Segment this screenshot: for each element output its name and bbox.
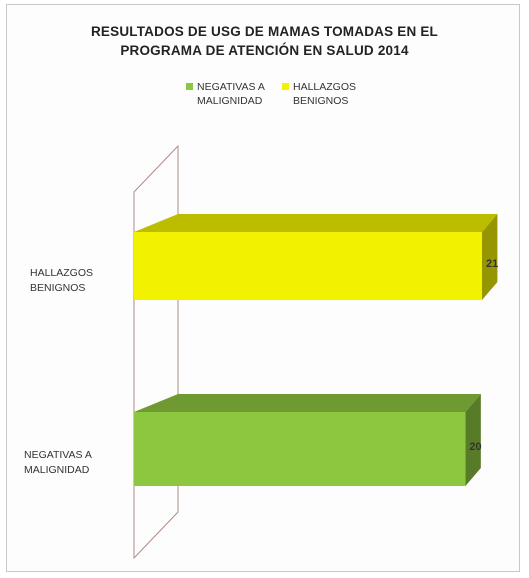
legend-item-negativas: NEGATIVAS A MALIGNIDAD [186,80,265,108]
legend-item-hallazgos: HALLAZGOS BENIGNOS [282,80,356,108]
bar-top-1 [134,214,498,232]
legend: NEGATIVAS A MALIGNIDAD HALLAZGOS BENIGNO… [0,80,529,114]
bar-front-0 [134,412,466,486]
legend-swatch-green [186,83,193,90]
bar-front-1 [134,232,482,300]
bar-side-0 [465,394,481,486]
data-label-0: 20 [469,441,481,453]
category-label-hallazgos: HALLAZGOS BENIGNOS [30,267,94,294]
axis-wall [133,144,179,560]
bar-top-0 [134,394,481,412]
legend-label-negativas: NEGATIVAS A MALIGNIDAD [197,81,265,107]
legend-swatch-yellow [282,83,289,90]
bar-side-1 [482,214,498,300]
legend-label-hallazgos: HALLAZGOS BENIGNOS [293,81,357,107]
chart-title: RESULTADOS DE USG DE MAMAS TOMADAS EN EL… [90,24,439,58]
category-label-negativas: NEGATIVAS A MALIGNIDAD [24,449,92,476]
data-label-1: 21 [486,258,498,270]
